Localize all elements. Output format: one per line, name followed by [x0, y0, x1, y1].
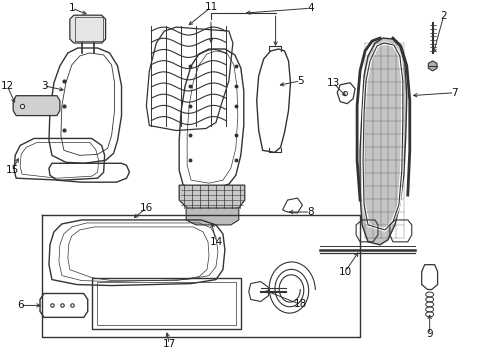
Polygon shape — [427, 61, 436, 71]
Bar — [92, 278, 240, 329]
Text: 11: 11 — [204, 2, 217, 12]
Text: 7: 7 — [450, 88, 457, 98]
Text: 5: 5 — [297, 76, 303, 86]
Polygon shape — [13, 96, 60, 116]
Polygon shape — [359, 38, 406, 245]
Text: 1: 1 — [68, 3, 75, 13]
Text: 2: 2 — [439, 11, 446, 21]
Text: 8: 8 — [306, 207, 313, 217]
Text: 15: 15 — [5, 165, 19, 175]
Bar — [97, 282, 235, 325]
Text: 14: 14 — [209, 237, 222, 247]
Polygon shape — [179, 185, 244, 212]
Polygon shape — [70, 15, 105, 43]
Text: 13: 13 — [326, 78, 339, 88]
Text: 16: 16 — [140, 203, 153, 213]
Text: 12: 12 — [0, 81, 14, 91]
Polygon shape — [186, 208, 238, 225]
Text: 9: 9 — [426, 329, 432, 339]
Text: 3: 3 — [41, 81, 47, 91]
Text: 6: 6 — [17, 301, 23, 310]
Text: 17: 17 — [163, 339, 176, 349]
Text: 18: 18 — [293, 300, 306, 310]
Text: 4: 4 — [306, 3, 313, 13]
Text: 10: 10 — [338, 267, 351, 276]
